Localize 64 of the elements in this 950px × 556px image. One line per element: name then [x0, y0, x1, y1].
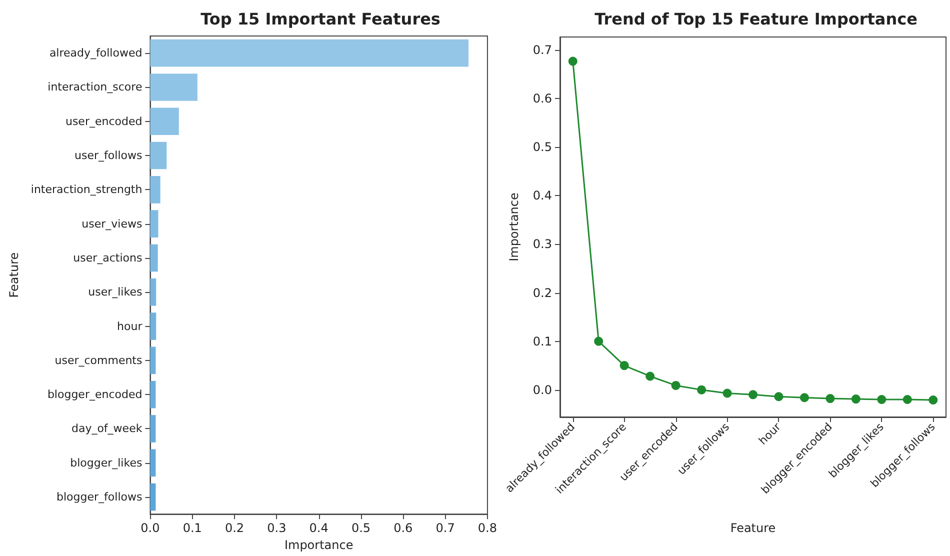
y-tick-label: 0.2	[532, 286, 552, 300]
bar	[150, 74, 198, 101]
point	[851, 394, 860, 404]
bar	[150, 108, 179, 136]
bar	[150, 483, 156, 511]
y-tick-label: 0.7	[532, 43, 552, 58]
point	[722, 388, 732, 398]
y-tick-label: user_follows	[74, 149, 142, 162]
y-tick-label: 0.0	[532, 382, 552, 397]
x-tick-label: 0.5	[351, 521, 371, 536]
y-tick-label: user_actions	[73, 251, 142, 264]
y-tick-label: interaction_score	[48, 80, 142, 94]
bar	[150, 449, 156, 477]
y-tick-label: 0.1	[532, 334, 552, 348]
point	[697, 385, 706, 394]
x-tick-label: 0.4	[309, 521, 328, 536]
x-tick-label: 0.1	[182, 521, 202, 536]
y-tick-label: 0.3	[532, 237, 552, 252]
bar	[150, 278, 156, 306]
y-tick-label: user_likes	[88, 286, 142, 299]
y-tick-label: day_of_week	[71, 422, 143, 436]
point	[671, 380, 680, 390]
x-tick-label: 0.8	[478, 521, 498, 536]
y-axis-title: Importance	[507, 192, 521, 262]
y-tick-label: 0.6	[532, 92, 552, 106]
point	[594, 336, 604, 346]
x-axis-title: Importance	[284, 538, 354, 552]
y-tick-label: hour	[117, 320, 143, 333]
bar	[150, 142, 167, 170]
bar	[150, 210, 158, 238]
y-tick-label: user_encoded	[65, 114, 142, 128]
chart-title: Trend of Top 15 Feature Importance	[594, 10, 918, 28]
bar	[150, 244, 158, 272]
x-tick-label: 0.0	[140, 521, 160, 536]
x-tick-label: 0.6	[394, 521, 413, 536]
bar	[150, 415, 156, 442]
y-tick-label: blogger_encoded	[47, 388, 142, 402]
bar	[150, 312, 156, 340]
point	[748, 390, 758, 400]
point	[800, 393, 809, 402]
chart-title: Top 15 Important Features	[200, 10, 440, 28]
point	[902, 395, 912, 404]
y-tick-label: interaction_strength	[30, 183, 142, 196]
y-tick-label: already_followed	[49, 46, 142, 60]
bar	[150, 176, 160, 204]
y-tick-label: 0.5	[532, 140, 552, 154]
point	[826, 394, 835, 404]
point	[568, 56, 578, 66]
y-axis-title: Feature	[7, 252, 21, 298]
x-tick-label: 0.2	[224, 521, 244, 536]
bar	[150, 39, 468, 67]
x-tick-label: 0.7	[436, 521, 455, 536]
bar	[150, 380, 156, 408]
point	[877, 395, 886, 404]
y-tick-label: 0.4	[532, 188, 552, 203]
point	[774, 392, 784, 402]
bar	[150, 346, 156, 374]
x-axis-title: Feature	[730, 521, 776, 535]
point	[620, 361, 629, 370]
y-tick-label: user_views	[82, 217, 142, 230]
x-tick-label: 0.3	[267, 521, 286, 536]
point	[928, 396, 938, 405]
y-tick-label: user_comments	[54, 354, 142, 367]
point	[646, 372, 655, 381]
